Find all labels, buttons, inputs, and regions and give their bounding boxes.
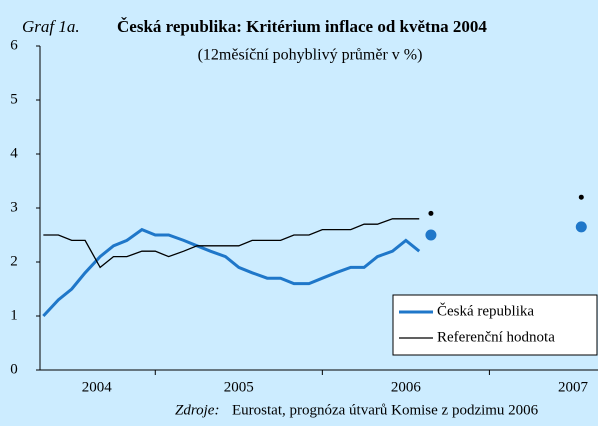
y-tick-label: 2	[10, 253, 18, 269]
y-tick-label: 1	[10, 307, 18, 323]
series-line	[43, 218, 420, 269]
forecast-point	[428, 210, 434, 216]
title-prefix: Graf 1a.	[22, 17, 80, 36]
legend-box	[392, 294, 598, 356]
forecast-point	[578, 194, 584, 200]
y-tick-label: 3	[10, 199, 18, 215]
x-tick-label: 2005	[224, 379, 254, 395]
x-tick-label: 2007	[558, 379, 589, 395]
y-tick-label: 4	[10, 145, 18, 161]
x-tick-label: 2006	[391, 379, 422, 395]
forecast-point	[425, 229, 437, 241]
legend-label: Česká republika	[437, 302, 534, 319]
forecast-point	[575, 221, 587, 233]
source: Eurostat, prognóza útvarů Komise z podzi…	[232, 402, 539, 418]
y-tick-label: 6	[10, 37, 18, 53]
y-tick-label: 0	[10, 361, 18, 377]
subtitle: (12měsíční pohyblivý průměr v %)	[198, 47, 423, 64]
legend-label: Referenční hodnota	[437, 329, 555, 345]
x-tick-label: 2004	[82, 379, 113, 395]
chart-title: Česká republika: Kritérium inflace od kv…	[117, 17, 487, 36]
series-line	[42, 227, 421, 318]
y-tick-label: 5	[10, 91, 18, 107]
source-prefix: Zdroje:	[175, 402, 219, 418]
